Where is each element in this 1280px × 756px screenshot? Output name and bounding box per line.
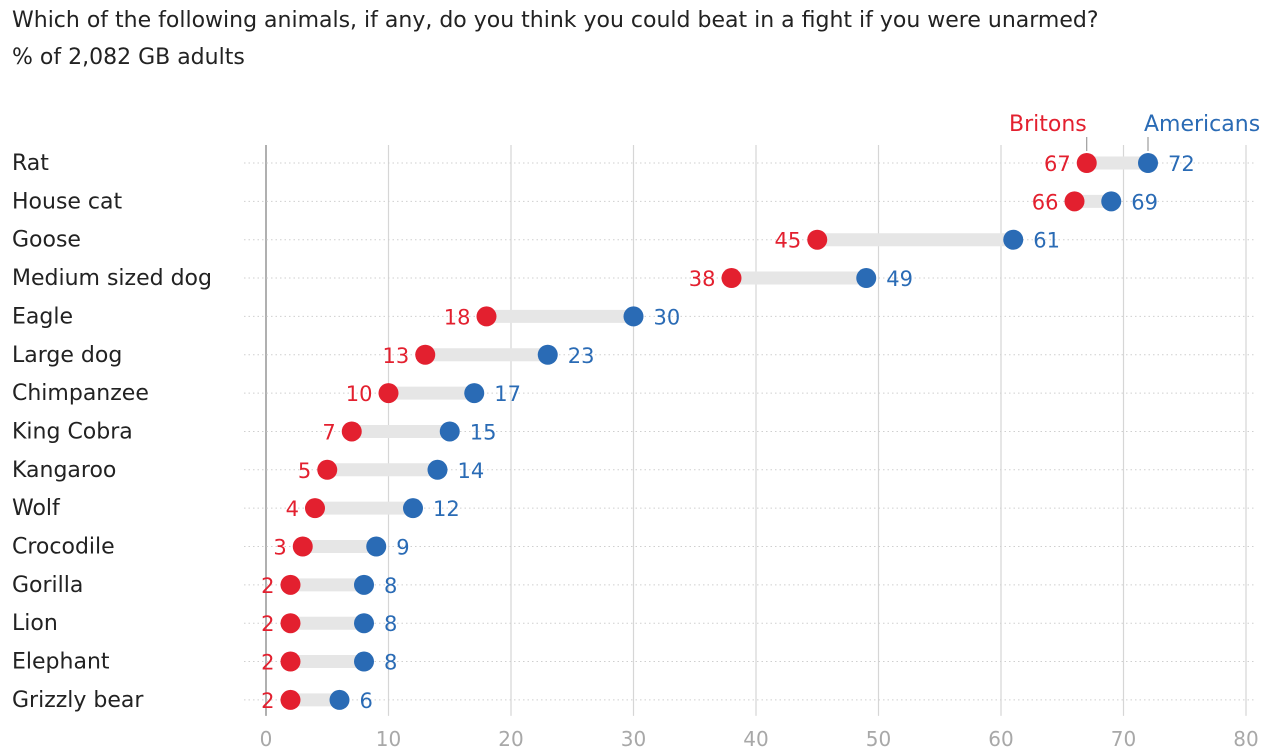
x-tick-label: 10 (376, 727, 401, 751)
britons-dot (280, 689, 301, 710)
category-label: Chimpanzee (12, 381, 149, 406)
britons-dot (415, 344, 436, 365)
americans-value-label: 12 (433, 497, 460, 521)
category-label: Medium sized dog (12, 266, 212, 291)
category-label: Elephant (12, 650, 110, 675)
britons-value-label: 2 (261, 612, 274, 636)
x-tick-label: 80 (1233, 727, 1258, 751)
americans-dot (403, 498, 423, 519)
britons-value-label: 4 (286, 497, 299, 521)
x-tick-label: 20 (498, 727, 523, 751)
britons-dot (341, 421, 362, 442)
americans-value-label: 49 (886, 267, 913, 291)
americans-dot (439, 421, 460, 442)
americans-value-label: 17 (494, 382, 521, 406)
americans-dot (354, 613, 374, 634)
category-label: Large dog (12, 343, 122, 368)
americans-dot (427, 459, 448, 480)
britons-value-label: 2 (261, 689, 274, 713)
x-tick-label: 40 (743, 727, 768, 751)
legend-britons: Britons (1009, 112, 1087, 137)
americans-value-label: 23 (568, 344, 595, 368)
americans-dot (1138, 153, 1158, 173)
x-tick-label: 70 (1111, 727, 1136, 751)
category-label: Rat (12, 151, 49, 176)
americans-dot (856, 268, 877, 289)
britons-dot (280, 613, 301, 634)
britons-dot (721, 268, 742, 289)
britons-value-label: 2 (261, 574, 274, 598)
americans-value-label: 15 (470, 420, 497, 444)
britons-dot (1076, 153, 1097, 173)
britons-value-label: 67 (1044, 152, 1071, 176)
britons-value-label: 7 (322, 420, 335, 444)
americans-value-label: 14 (458, 459, 485, 483)
category-label: Lion (12, 611, 58, 636)
americans-dot (1101, 191, 1122, 212)
britons-value-label: 45 (775, 229, 802, 253)
x-tick-label: 30 (621, 727, 646, 751)
category-label: Kangaroo (12, 458, 116, 483)
americans-value-label: 69 (1131, 190, 1158, 214)
americans-dot (464, 383, 485, 404)
category-label: Eagle (12, 304, 73, 329)
britons-dot (378, 383, 399, 404)
americans-value-label: 30 (654, 305, 681, 329)
britons-value-label: 10 (346, 382, 373, 406)
britons-value-label: 2 (261, 651, 274, 675)
britons-dot (280, 574, 301, 595)
americans-dot (329, 689, 350, 710)
category-label: King Cobra (12, 419, 133, 444)
americans-value-label: 9 (396, 536, 409, 560)
chart-subtitle: % of 2,082 GB adults (12, 45, 245, 70)
britons-value-label: 66 (1032, 190, 1059, 214)
britons-dot (292, 536, 313, 557)
britons-value-label: 3 (273, 536, 286, 560)
legend-americans: Americans (1144, 112, 1260, 137)
americans-dot (1003, 229, 1024, 250)
americans-value-label: 72 (1168, 152, 1195, 176)
americans-dot (537, 344, 558, 365)
britons-value-label: 5 (298, 459, 311, 483)
category-label: Wolf (12, 496, 61, 521)
chart-title: Which of the following animals, if any, … (12, 8, 1099, 33)
x-tick-label: 60 (988, 727, 1013, 751)
britons-dot (305, 498, 325, 519)
britons-value-label: 18 (444, 305, 471, 329)
category-label: Goose (12, 228, 81, 253)
britons-dot (1064, 191, 1085, 212)
x-tick-label: 0 (260, 727, 273, 751)
britons-value-label: 38 (689, 267, 716, 291)
americans-value-label: 8 (384, 574, 397, 598)
americans-value-label: 6 (360, 689, 373, 713)
americans-dot (623, 306, 644, 327)
britons-dot (807, 229, 828, 250)
category-label: Crocodile (12, 535, 115, 560)
britons-dot (476, 306, 497, 327)
americans-value-label: 61 (1033, 229, 1060, 253)
americans-dot (366, 536, 387, 557)
americans-dot (354, 651, 374, 672)
category-label: Gorilla (12, 573, 83, 598)
britons-value-label: 13 (383, 344, 410, 368)
americans-value-label: 8 (384, 651, 397, 675)
britons-dot (317, 459, 338, 480)
britons-dot (280, 651, 301, 672)
americans-dot (354, 574, 374, 595)
category-label: House cat (12, 189, 123, 214)
americans-value-label: 8 (384, 612, 397, 636)
x-tick-label: 50 (866, 727, 891, 751)
category-label: Grizzly bear (12, 688, 144, 713)
